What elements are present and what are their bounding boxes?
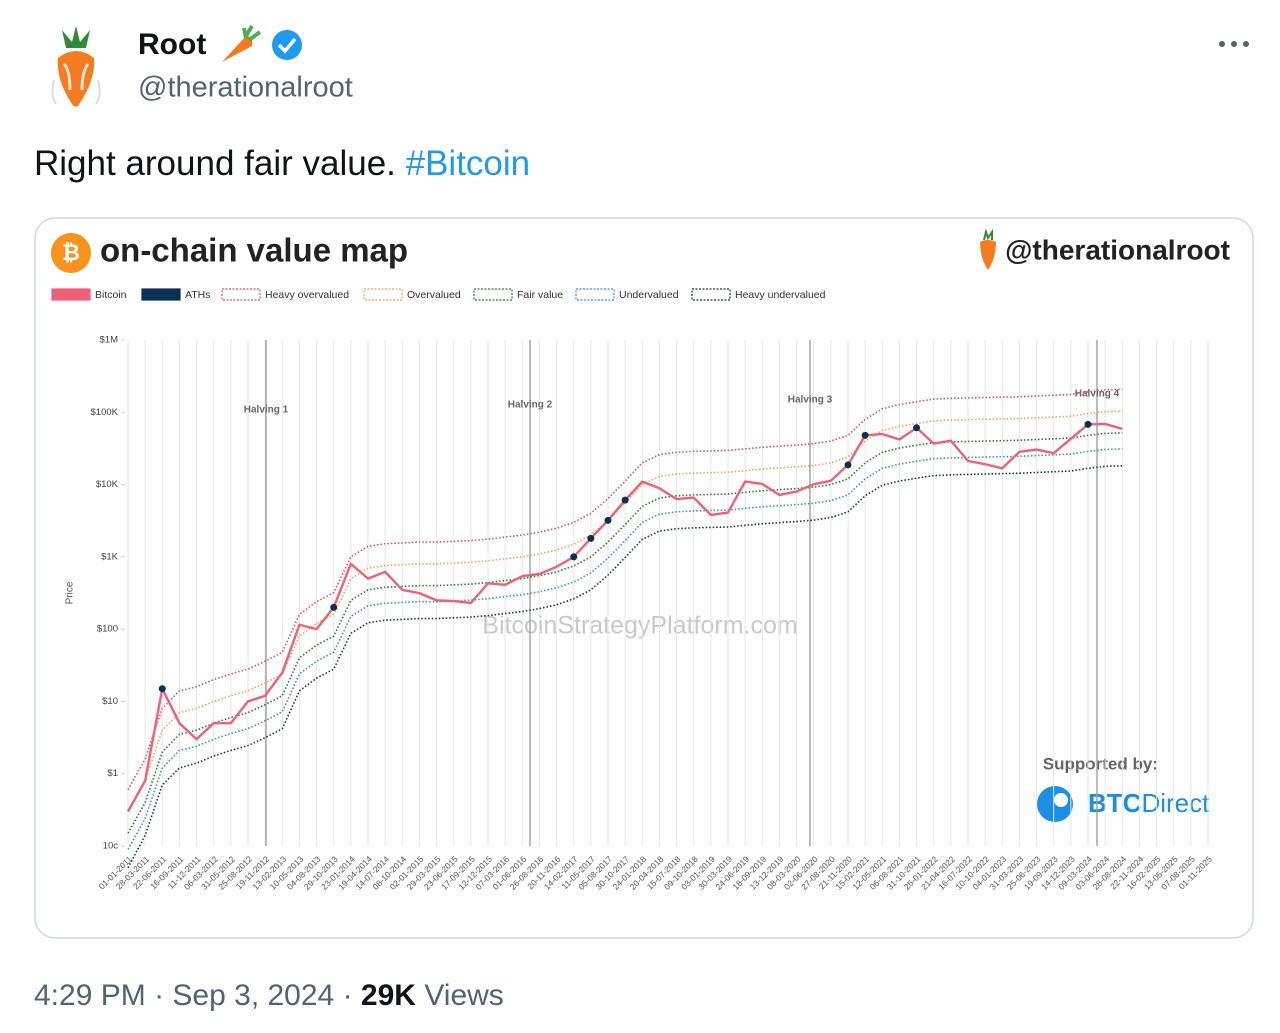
legend-label: Heavy overvalued xyxy=(265,289,349,301)
legend-label: ATHs xyxy=(185,289,210,301)
timestamp[interactable]: 4:29 PM · Sep 3, 2024 · 29K Views xyxy=(34,979,504,1012)
separator: · xyxy=(154,979,164,1012)
y-tick-label: 10c xyxy=(103,841,119,852)
halving-label: Halving 2 xyxy=(508,400,553,411)
ath-point xyxy=(861,431,869,439)
carrot-leaf xyxy=(983,228,993,241)
carrot-emoji xyxy=(222,24,262,62)
band-line xyxy=(127,464,1123,869)
legend-label: Bitcoin xyxy=(95,289,127,301)
tweet-text: Right around fair value. #Bitcoin xyxy=(34,144,530,183)
date: Sep 3, 2024 xyxy=(172,979,334,1012)
time: 4:29 PM xyxy=(34,979,146,1012)
views-label: Views xyxy=(424,979,503,1012)
sponsor-logo xyxy=(1037,786,1073,822)
ath-point xyxy=(621,496,629,504)
avatar[interactable] xyxy=(51,26,101,107)
separator: · xyxy=(343,979,353,1012)
y-tick-label: $100 xyxy=(97,624,118,635)
y-axis-label: Price xyxy=(65,581,76,604)
legend-swatch xyxy=(141,288,181,301)
y-tick-label: $10 xyxy=(102,696,118,707)
legend-label: Fair value xyxy=(517,289,563,301)
svg-text:₿: ₿ xyxy=(62,240,80,265)
views-count: 29K xyxy=(361,979,416,1012)
legend-label: Overvalued xyxy=(407,289,461,301)
legend-swatch xyxy=(575,288,615,301)
halving-label: Halving 1 xyxy=(244,405,289,416)
legend-swatch xyxy=(221,288,261,301)
ath-point xyxy=(587,534,595,542)
sponsor-label: Supported by: xyxy=(1043,754,1158,773)
y-tick-label: $10K xyxy=(96,479,119,490)
ath-point xyxy=(330,603,338,611)
ath-point xyxy=(604,516,612,524)
ath-point xyxy=(570,553,578,561)
media-card[interactable] xyxy=(34,217,1254,939)
ath-point xyxy=(158,685,166,693)
legend-swatch xyxy=(473,288,513,301)
handle[interactable]: @therationalroot xyxy=(138,72,353,104)
y-tick-label: $1M xyxy=(100,335,119,346)
sponsor-bold: BTC xyxy=(1088,788,1142,818)
hashtag[interactable]: #Bitcoin xyxy=(406,144,531,183)
halving-label: Halving 3 xyxy=(788,395,833,406)
legend-swatch xyxy=(363,288,403,301)
halving-label: Halving 4 xyxy=(1075,389,1120,400)
carrot-icon xyxy=(980,240,996,270)
ath-point xyxy=(1084,420,1092,428)
sponsor-light: Direct xyxy=(1141,788,1210,818)
text: Right around fair value. xyxy=(34,144,406,183)
legend-swatch xyxy=(51,288,91,301)
sponsor-name: BTCDirect xyxy=(1088,788,1210,818)
legend-label: Heavy undervalued xyxy=(735,289,826,301)
more-button[interactable] xyxy=(1219,41,1249,47)
legend-label: Undervalued xyxy=(619,289,679,301)
y-tick-label: $1K xyxy=(101,551,119,562)
y-tick-label: $1 xyxy=(107,768,118,779)
verified-badge xyxy=(272,30,302,60)
display-name[interactable]: Root xyxy=(138,28,206,61)
legend-swatch xyxy=(691,288,731,301)
y-tick-label: $100K xyxy=(91,407,119,418)
chart-title: on-chain value map xyxy=(100,232,408,269)
ath-point xyxy=(844,461,852,469)
ath-point xyxy=(913,424,921,432)
btc-logo: ₿ xyxy=(51,233,91,273)
chart-handle: @therationalroot xyxy=(1005,234,1230,265)
